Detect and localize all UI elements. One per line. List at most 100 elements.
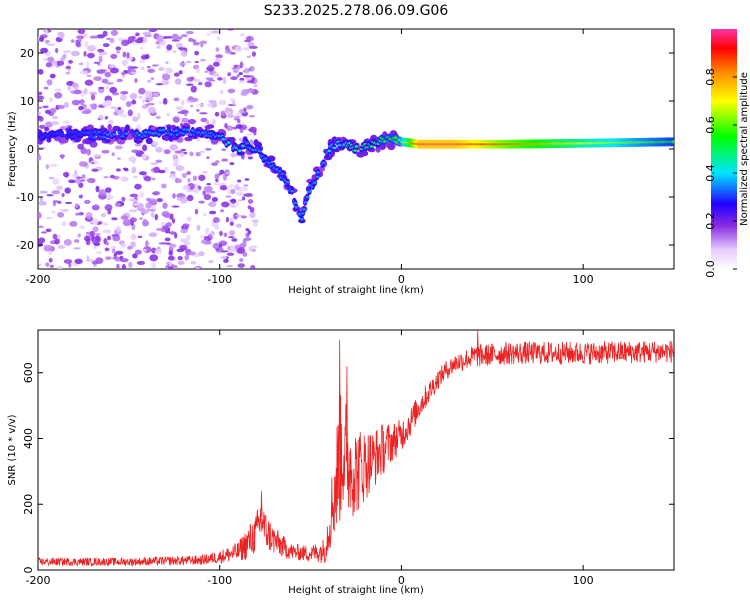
- noise-blob: [101, 78, 109, 84]
- noise-blob: [145, 240, 149, 248]
- noise-blob: [96, 251, 102, 255]
- noise-blob: [87, 177, 96, 184]
- noise-blob: [139, 171, 147, 176]
- noise-blob: [127, 109, 133, 117]
- noise-blob: [237, 179, 242, 183]
- noise-blob: [114, 145, 123, 150]
- noise-blob: [220, 255, 227, 260]
- noise-blob: [65, 71, 70, 75]
- noise-blob: [106, 235, 112, 241]
- noise-blob: [116, 78, 123, 83]
- noise-blob: [243, 184, 249, 187]
- noise-blob: [242, 251, 248, 257]
- noise-blob: [52, 178, 60, 185]
- noise-blob: [79, 70, 89, 75]
- noise-blob: [162, 224, 169, 232]
- noise-blob: [89, 91, 98, 96]
- ridge-band: [44, 126, 50, 132]
- noise-blob: [77, 29, 86, 34]
- noise-blob: [205, 227, 210, 235]
- ridge-core: [369, 145, 374, 148]
- noise-blob: [38, 91, 43, 96]
- noise-blob: [200, 117, 208, 123]
- noise-blob: [164, 213, 171, 218]
- noise-blob: [225, 195, 232, 198]
- noise-blob: [100, 212, 107, 218]
- noise-blob: [187, 178, 191, 183]
- noise-blob: [204, 70, 208, 73]
- noise-blob: [94, 233, 101, 236]
- noise-blob: [120, 242, 126, 248]
- noise-blob: [92, 154, 102, 157]
- ridge-core: [303, 201, 307, 204]
- noise-blob: [238, 199, 243, 202]
- ridge-band: [387, 142, 396, 151]
- noise-blob: [242, 240, 247, 247]
- ridge-core: [313, 181, 317, 184]
- noise-blob: [186, 171, 191, 176]
- noise-blob: [177, 256, 183, 261]
- noise-blob: [172, 154, 179, 161]
- noise-blob: [225, 216, 230, 223]
- noise-blob: [206, 182, 212, 186]
- noise-blob: [38, 95, 45, 101]
- noise-blob: [152, 92, 159, 97]
- noise-blob: [245, 89, 255, 93]
- noise-blob: [57, 211, 65, 218]
- noise-blob: [169, 144, 178, 151]
- x-tick-label: -200: [26, 574, 51, 587]
- noise-blob: [237, 263, 245, 268]
- noise-blob: [173, 158, 179, 165]
- ridge-core: [91, 136, 96, 139]
- noise-blob: [147, 102, 155, 106]
- noise-blob: [141, 104, 148, 109]
- noise-blob: [137, 112, 141, 120]
- noise-blob: [91, 218, 99, 225]
- noise-blob: [156, 198, 163, 203]
- noise-blob: [184, 254, 190, 261]
- ridge-band: [163, 134, 170, 142]
- x-tick-label: 100: [573, 273, 594, 286]
- noise-blob: [135, 32, 140, 37]
- noise-blob: [171, 205, 180, 208]
- noise-blob: [137, 235, 143, 238]
- noise-blob: [234, 183, 240, 187]
- noise-blob: [215, 160, 220, 164]
- noise-blob: [244, 178, 250, 181]
- noise-blob: [239, 32, 246, 37]
- noise-blob: [131, 99, 137, 105]
- noise-blob: [104, 71, 112, 78]
- noise-blob: [246, 80, 255, 84]
- noise-blob: [208, 64, 213, 69]
- noise-blob: [42, 105, 49, 109]
- noise-blob: [173, 97, 180, 102]
- noise-blob: [83, 50, 87, 57]
- noise-blob: [141, 98, 146, 104]
- noise-blob: [229, 162, 235, 166]
- noise-blob: [75, 40, 81, 47]
- noise-blob: [249, 65, 255, 72]
- noise-blob: [38, 36, 45, 42]
- noise-blob: [194, 50, 200, 56]
- noise-blob: [174, 78, 182, 85]
- noise-blob: [181, 172, 187, 178]
- noise-blob: [137, 36, 144, 41]
- noise-blob: [224, 122, 228, 129]
- noise-blob: [129, 193, 139, 198]
- noise-blob: [38, 106, 43, 109]
- noise-blob: [155, 83, 164, 86]
- noise-blob: [216, 36, 221, 41]
- colorbar-tick-label: 0.8: [704, 68, 717, 86]
- noise-blob: [99, 69, 107, 72]
- ridge-core: [241, 144, 245, 148]
- noise-blob: [215, 248, 220, 251]
- noise-blob: [198, 200, 205, 204]
- noise-blob: [224, 107, 231, 113]
- noise-blob: [247, 229, 252, 235]
- noise-blob: [205, 77, 214, 80]
- noise-blob: [192, 39, 197, 43]
- noise-blob: [179, 61, 186, 67]
- spectrogram-xlabel: Height of straight line (km): [288, 285, 424, 296]
- noise-blob: [105, 241, 109, 246]
- noise-blob: [175, 165, 185, 172]
